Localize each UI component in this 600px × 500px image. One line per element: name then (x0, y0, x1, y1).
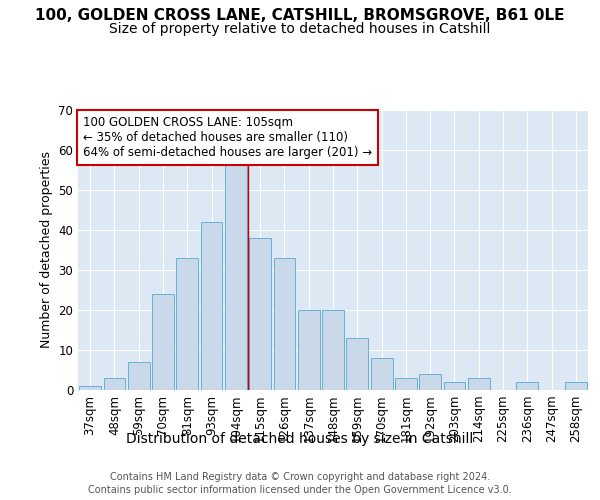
Bar (225, 162, 247, 390)
Bar (128, 362, 149, 390)
Bar (443, 382, 466, 390)
Bar (468, 378, 490, 390)
Bar (298, 310, 320, 390)
Bar (152, 294, 174, 390)
Bar (249, 238, 271, 390)
Text: Size of property relative to detached houses in Catshill: Size of property relative to detached ho… (109, 22, 491, 36)
Bar (200, 222, 223, 390)
Text: Contains HM Land Registry data © Crown copyright and database right 2024.: Contains HM Land Registry data © Crown c… (110, 472, 490, 482)
Bar (322, 310, 344, 390)
Bar (565, 382, 587, 390)
Y-axis label: Number of detached properties: Number of detached properties (40, 152, 53, 348)
Text: 100, GOLDEN CROSS LANE, CATSHILL, BROMSGROVE, B61 0LE: 100, GOLDEN CROSS LANE, CATSHILL, BROMSG… (35, 8, 565, 22)
Bar (419, 374, 441, 390)
Bar (395, 378, 417, 390)
Text: 100 GOLDEN CROSS LANE: 105sqm
← 35% of detached houses are smaller (110)
64% of : 100 GOLDEN CROSS LANE: 105sqm ← 35% of d… (83, 116, 372, 158)
Bar (346, 338, 368, 390)
Text: Distribution of detached houses by size in Catshill: Distribution of detached houses by size … (127, 432, 473, 446)
Bar (517, 382, 538, 390)
Bar (104, 378, 125, 390)
Bar (79, 386, 101, 390)
Bar (176, 258, 198, 390)
Bar (274, 258, 295, 390)
Text: Contains public sector information licensed under the Open Government Licence v3: Contains public sector information licen… (88, 485, 512, 495)
Bar (371, 358, 392, 390)
